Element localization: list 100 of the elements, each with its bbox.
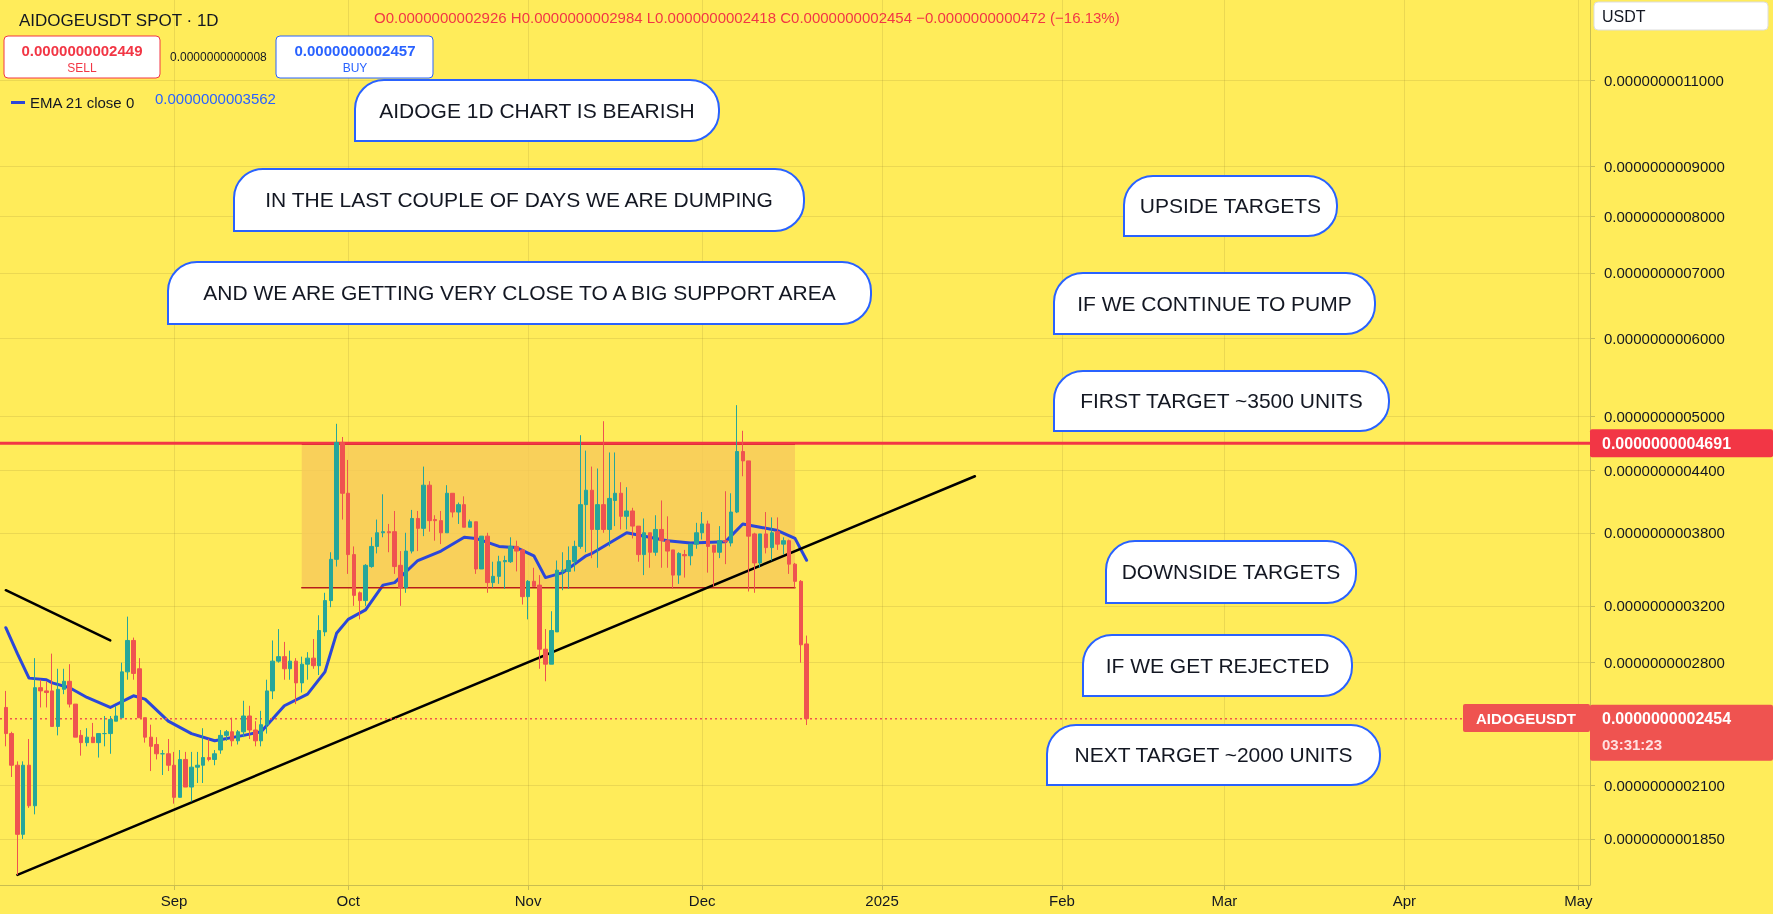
candlestick — [410, 509, 414, 554]
y-tick-label: 0.0000000005000 — [1604, 407, 1725, 425]
candlestick — [462, 495, 466, 528]
annotation: 0.0000000003562 — [155, 89, 276, 107]
y-tick-label: 0.0000000001850 — [1604, 830, 1725, 848]
candlestick — [416, 510, 420, 552]
x-tick-label: Dec — [688, 892, 716, 909]
candlestick — [729, 492, 733, 547]
y-tick-label: 0.0000000008000 — [1604, 207, 1725, 225]
candlestick — [27, 738, 31, 809]
candlestick — [85, 727, 89, 747]
candlestick — [323, 592, 327, 637]
x-tick-label: Mar — [1211, 892, 1238, 909]
y-tick-label: 0.0000000003200 — [1604, 597, 1725, 615]
candlestick — [212, 749, 217, 766]
candlestick — [404, 532, 408, 594]
candlestick — [468, 519, 472, 528]
candlestick — [758, 533, 762, 569]
speech-bubble: AND WE ARE GETTING VERY CLOSE TO A BIG SUPPORT AREA — [167, 261, 872, 325]
candlestick — [624, 486, 629, 530]
candlestick — [479, 535, 484, 570]
candlestick — [456, 502, 461, 525]
candlestick — [450, 492, 455, 518]
y-tick-label: 0.0000000003800 — [1604, 524, 1725, 542]
ref-line-label: 0.0000000002454 — [1602, 710, 1732, 728]
candlestick — [787, 539, 791, 575]
x-tick-label: May — [1564, 892, 1594, 909]
y-tick-label: 0.0000000011000 — [1604, 72, 1724, 90]
candlestick — [793, 562, 797, 589]
candlestick — [288, 650, 292, 681]
candlestick — [282, 641, 287, 681]
y-tick-label: 0.0000000007000 — [1604, 264, 1725, 282]
annotation: 0.0000000000008 — [170, 50, 268, 64]
y-tick-label: 0.0000000006000 — [1604, 330, 1725, 348]
speech-bubble: AIDOGE 1D CHART IS BEARISH — [354, 79, 720, 142]
speech-bubble: NEXT TARGET ~2000 UNITS — [1046, 724, 1381, 786]
y-tick-label: 0.0000000002100 — [1604, 776, 1725, 794]
candlestick — [317, 614, 321, 676]
candlestick — [311, 638, 316, 670]
candlestick — [381, 493, 385, 538]
candlestick — [706, 520, 710, 574]
text: USDT — [1602, 7, 1646, 25]
candlestick — [178, 749, 182, 798]
y-tick-label: 0.0000000002800 — [1604, 654, 1725, 672]
candlestick — [770, 516, 774, 562]
candlestick — [775, 516, 780, 551]
x-tick-label: Feb — [1049, 892, 1075, 909]
x-tick-label: Oct — [336, 892, 361, 909]
candlestick — [352, 545, 356, 607]
y-tick-label: 0.0000000009000 — [1604, 157, 1725, 175]
candlestick — [207, 738, 211, 762]
candlestick — [358, 591, 362, 620]
annotation: BUY — [342, 61, 368, 75]
candlestick — [21, 760, 25, 840]
candlestick — [497, 555, 501, 585]
candlestick — [653, 514, 658, 557]
speech-bubble: IN THE LAST COUPLE OF DAYS WE ARE DUMPING — [233, 168, 805, 232]
candlestick — [648, 532, 652, 569]
ref-line-label: 0.0000000004691 — [1602, 434, 1732, 452]
candlestick — [595, 468, 600, 569]
candlestick — [677, 551, 681, 585]
x-tick-label: Apr — [1392, 892, 1416, 909]
speech-bubble: IF WE CONTINUE TO PUMP — [1053, 272, 1376, 335]
candlestick — [259, 710, 263, 747]
candlestick — [160, 749, 165, 776]
speech-bubble: IF WE GET REJECTED — [1082, 634, 1353, 697]
text: AIDOGEUSDT SPOT · 1D — [19, 11, 219, 30]
candlestick — [619, 481, 623, 530]
x-tick-label: Nov — [514, 892, 542, 909]
annotation: SELL — [67, 61, 97, 75]
candlestick — [590, 466, 594, 559]
legend-label: EMA 21 close 0 — [30, 94, 135, 111]
candlestick — [294, 657, 298, 705]
candlestick — [723, 490, 728, 565]
candlestick — [764, 511, 768, 554]
annotation: 0.0000000002449 — [21, 41, 143, 59]
y-tick-label: 0.0000000004400 — [1604, 461, 1725, 479]
candlestick — [183, 751, 188, 788]
candlestick — [474, 521, 478, 575]
candlestick — [421, 466, 426, 537]
candlestick — [56, 668, 60, 736]
candlestick — [735, 404, 739, 514]
candlestick — [491, 561, 495, 589]
candlestick — [439, 510, 443, 545]
candlestick — [717, 525, 722, 559]
candlestick — [601, 420, 606, 534]
candlestick — [781, 536, 786, 556]
candlestick — [96, 733, 101, 759]
candlestick — [642, 517, 646, 576]
annotation: 0.0000000002457 — [294, 41, 416, 59]
annotation: AIDOGEUSDT — [1475, 709, 1577, 727]
candlestick — [445, 484, 449, 534]
annotation: O0.0000000002926 H0.0000000002984 L0.0000000002418 C0.0000000002454 −0.0000000000472 (−16.13%) — [374, 8, 1120, 26]
text: 03:31:23 — [1602, 735, 1663, 753]
x-tick-label: 2025 — [865, 892, 899, 909]
candlestick — [33, 657, 37, 815]
speech-bubble: UPSIDE TARGETS — [1123, 175, 1338, 237]
speech-bubble: FIRST TARGET ~3500 UNITS — [1053, 370, 1390, 432]
candlestick — [91, 722, 95, 744]
speech-bubble: DOWNSIDE TARGETS — [1105, 540, 1357, 604]
